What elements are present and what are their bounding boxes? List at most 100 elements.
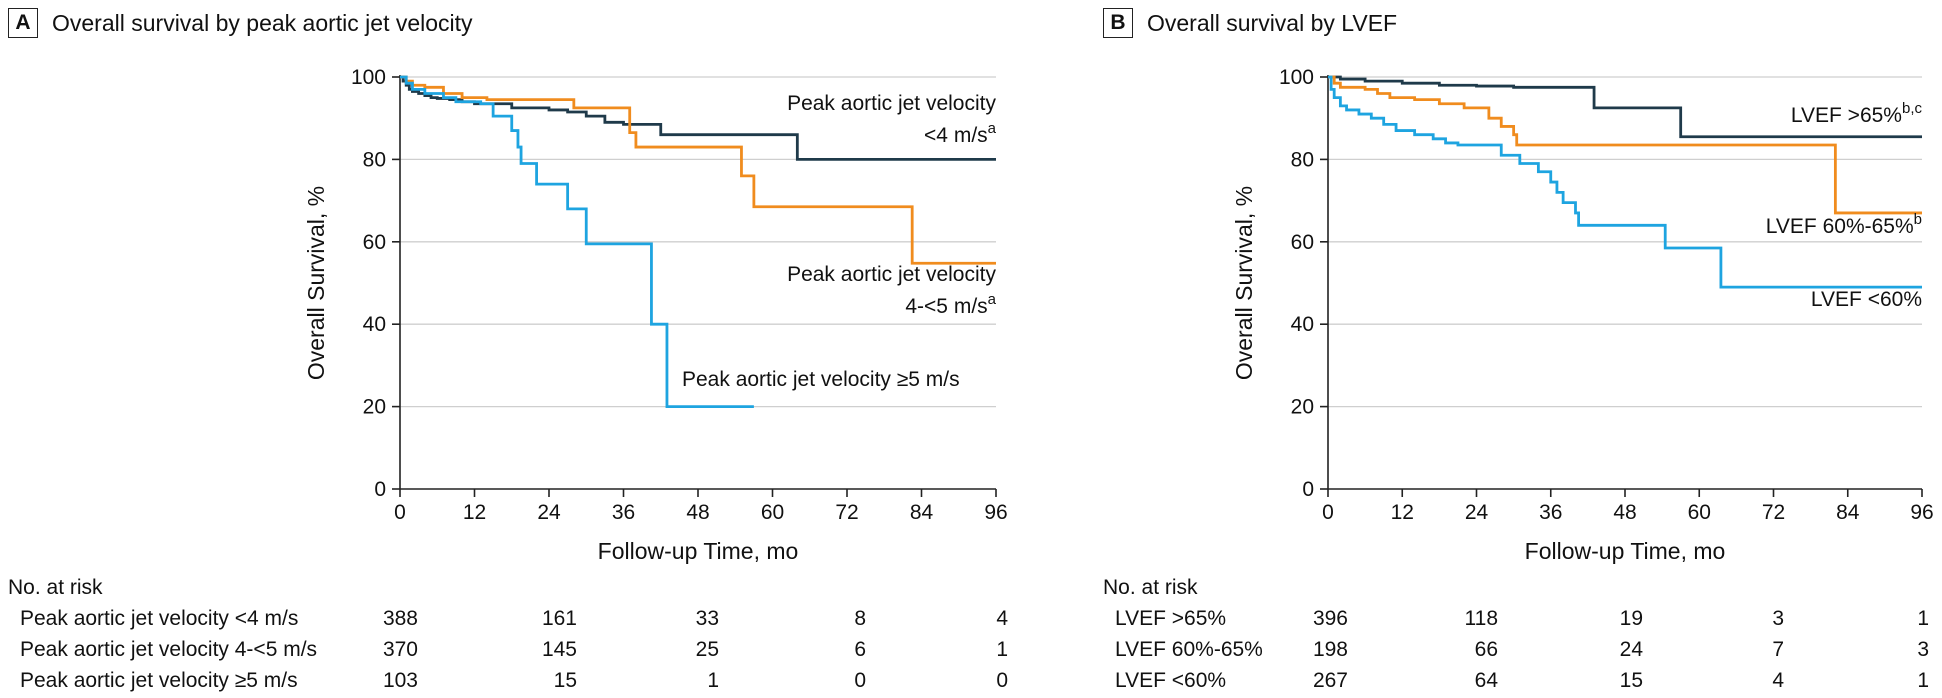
a-series-label-0-line1: Peak aortic jet velocity bbox=[787, 92, 996, 115]
b-risk-value: 66 bbox=[1474, 638, 1498, 661]
a-risk-value: 1 bbox=[996, 638, 1008, 661]
b-risk-value: 19 bbox=[1619, 607, 1643, 630]
a-y-tick-label-100: 100 bbox=[351, 66, 386, 89]
a-x-tick-label-48: 48 bbox=[686, 501, 709, 524]
b-x-tick-label-0: 0 bbox=[1322, 501, 1334, 524]
a-risk-row-label: Peak aortic jet velocity ≥5 m/s bbox=[20, 669, 298, 692]
b-y-tick-label-80: 80 bbox=[1291, 148, 1314, 171]
b-risk-row-label: LVEF <60% bbox=[1115, 669, 1227, 692]
b-risk-value: 3 bbox=[1917, 638, 1929, 661]
a-series-label-2: Peak aortic jet velocity ≥5 m/s bbox=[682, 368, 960, 391]
a-risk-value: 4 bbox=[996, 607, 1008, 630]
panel-b-title: Overall survival by LVEF bbox=[1147, 9, 1398, 36]
a-series-line-2 bbox=[400, 75, 754, 408]
a-risk-value: 0 bbox=[996, 669, 1008, 692]
a-series-label-0-line2: <4 m/sa bbox=[924, 120, 997, 147]
b-risk-value: 3 bbox=[1772, 607, 1784, 630]
a-risk-value: 6 bbox=[854, 638, 866, 661]
a-x-tick-label-36: 36 bbox=[612, 501, 635, 524]
b-risk-row-label: LVEF 60%-65% bbox=[1115, 638, 1263, 661]
b-risk-value: 64 bbox=[1474, 669, 1498, 692]
a-y-axis-label: Overall Survival, % bbox=[303, 186, 329, 380]
a-x-tick-label-84: 84 bbox=[910, 501, 934, 524]
b-risk-value: 7 bbox=[1772, 638, 1784, 661]
panel-a-letter: A bbox=[8, 8, 38, 38]
a-risk-value: 145 bbox=[541, 638, 577, 661]
a-series-label-1-line2: 4-<5 m/sa bbox=[905, 291, 996, 318]
b-x-tick-label-48: 48 bbox=[1613, 501, 1636, 524]
b-risk-row-2: LVEF <60% 267 64 15 4 1 bbox=[1103, 665, 1942, 696]
risk-table-b-header: No. at risk bbox=[1103, 576, 1198, 599]
a-risk-value: 161 bbox=[541, 607, 577, 630]
b-risk-value: 4 bbox=[1772, 669, 1784, 692]
chart-a: 0 20 40 60 80 100 0 12 24 36 48 60 72 84 96 Follow-up T… bbox=[303, 66, 1008, 564]
risk-table-a-header: No. at risk bbox=[8, 576, 103, 599]
panel-b-letter: B bbox=[1103, 8, 1133, 38]
b-series-line-1 bbox=[1328, 75, 1922, 215]
b-series-line-2 bbox=[1328, 75, 1922, 289]
b-y-tick-label-100: 100 bbox=[1279, 66, 1314, 89]
b-series-label-1: LVEF 60%-65%b bbox=[1766, 211, 1922, 238]
b-x-tick-label-96: 96 bbox=[1910, 501, 1933, 524]
a-x-tick-label-60: 60 bbox=[761, 501, 784, 524]
a-y-tick-label-60: 60 bbox=[363, 231, 386, 254]
a-x-tick-label-72: 72 bbox=[835, 501, 858, 524]
chart-b: 0 20 40 60 80 100 0 12 24 36 48 60 72 84 96 Follow-up T… bbox=[1231, 66, 1934, 564]
b-x-tick-label-24: 24 bbox=[1465, 501, 1489, 524]
b-x-tick-label-12: 12 bbox=[1391, 501, 1414, 524]
b-y-axis-label: Overall Survival, % bbox=[1231, 186, 1257, 380]
b-x-tick-label-72: 72 bbox=[1762, 501, 1785, 524]
a-x-axis-label: Follow-up Time, mo bbox=[598, 538, 799, 564]
a-risk-value: 0 bbox=[854, 669, 866, 692]
a-x-tick-label-24: 24 bbox=[537, 501, 561, 524]
a-risk-row-label: Peak aortic jet velocity <4 m/s bbox=[20, 607, 299, 630]
panel-b-header: B Overall survival by LVEF bbox=[1103, 6, 1397, 40]
a-x-tick-label-96: 96 bbox=[984, 501, 1007, 524]
b-risk-value: 1 bbox=[1917, 607, 1929, 630]
b-risk-row-0: LVEF >65% 396 118 19 3 1 bbox=[1103, 603, 1942, 634]
a-risk-value: 8 bbox=[854, 607, 866, 630]
a-y-tick-label-40: 40 bbox=[363, 313, 386, 336]
b-series-label-0: LVEF >65%b,c bbox=[1791, 100, 1923, 127]
b-risk-value: 267 bbox=[1312, 669, 1348, 692]
a-y-tick-label-20: 20 bbox=[363, 396, 386, 419]
b-y-tick-label-0: 0 bbox=[1302, 478, 1314, 501]
a-y-tick-label-80: 80 bbox=[363, 148, 386, 171]
b-risk-value: 1 bbox=[1917, 669, 1929, 692]
b-x-tick-label-60: 60 bbox=[1688, 501, 1711, 524]
a-series-line-1 bbox=[400, 75, 996, 265]
b-risk-value: 118 bbox=[1464, 607, 1498, 630]
a-series-label-1-line1: Peak aortic jet velocity bbox=[787, 263, 996, 286]
a-risk-row-2: Peak aortic jet velocity ≥5 m/s 103 15 1 0 0 bbox=[8, 665, 1008, 696]
b-risk-value: 15 bbox=[1619, 669, 1643, 692]
a-x-tick-label-12: 12 bbox=[463, 501, 486, 524]
a-risk-row-0: Peak aortic jet velocity <4 m/s 388 161 33 8… bbox=[8, 603, 1008, 634]
b-y-tick-label-20: 20 bbox=[1291, 396, 1314, 419]
b-x-tick-label-84: 84 bbox=[1836, 501, 1860, 524]
b-risk-value: 396 bbox=[1312, 607, 1348, 630]
a-risk-value: 370 bbox=[382, 638, 418, 661]
a-risk-value: 103 bbox=[382, 669, 418, 692]
b-y-tick-label-60: 60 bbox=[1291, 231, 1314, 254]
a-risk-value: 33 bbox=[695, 607, 719, 630]
b-series-line-0 bbox=[1328, 75, 1922, 139]
panel-a-title: Overall survival by peak aortic jet velo… bbox=[52, 9, 473, 36]
panel-a-header: A Overall survival by peak aortic jet ve… bbox=[8, 6, 473, 40]
b-x-axis-label: Follow-up Time, mo bbox=[1525, 538, 1726, 564]
a-risk-value: 388 bbox=[382, 607, 418, 630]
b-risk-value: 24 bbox=[1619, 638, 1643, 661]
a-risk-value: 1 bbox=[707, 669, 719, 692]
risk-table-a: No. at risk Peak aortic jet velocity <4 … bbox=[8, 572, 1008, 698]
b-risk-row-1: LVEF 60%-65% 198 66 24 7 3 bbox=[1103, 634, 1942, 665]
a-x-tick-label-0: 0 bbox=[394, 501, 406, 524]
b-series-label-2: LVEF <60% bbox=[1811, 288, 1922, 311]
a-risk-value: 15 bbox=[553, 669, 577, 692]
risk-table-b: No. at risk LVEF >65% 396 118 19 3 1 LVEF 60%-… bbox=[1103, 572, 1942, 698]
b-risk-row-label: LVEF >65% bbox=[1115, 607, 1227, 630]
a-risk-value: 25 bbox=[695, 638, 719, 661]
b-x-tick-label-36: 36 bbox=[1539, 501, 1562, 524]
a-risk-row-1: Peak aortic jet velocity 4-<5 m/s 370 145 2… bbox=[8, 634, 1008, 665]
a-y-tick-label-0: 0 bbox=[374, 478, 386, 501]
b-risk-value: 198 bbox=[1312, 638, 1348, 661]
